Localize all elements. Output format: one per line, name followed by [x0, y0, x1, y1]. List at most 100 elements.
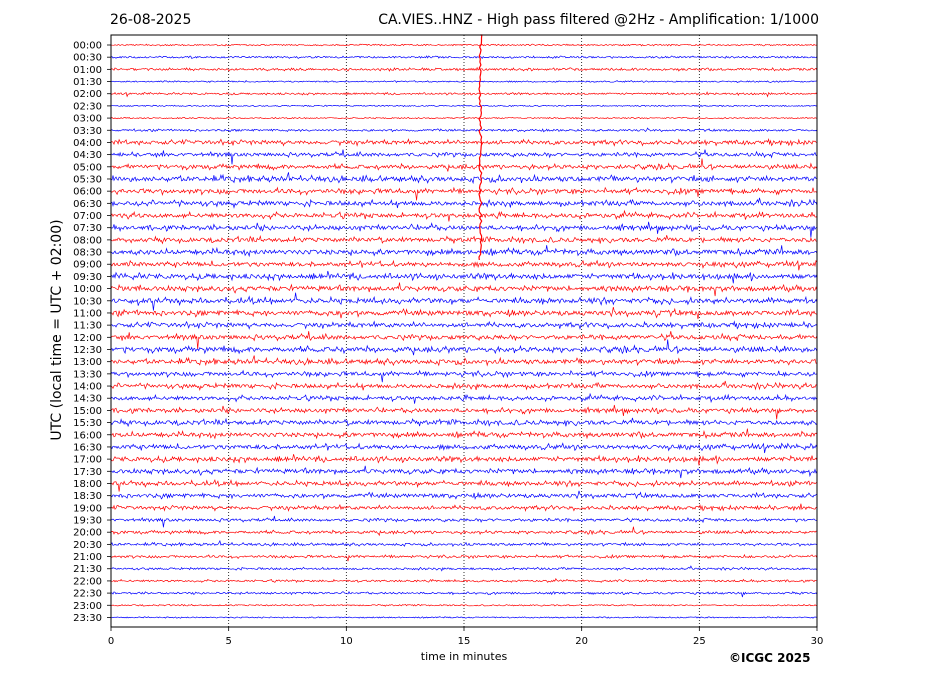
y-tick-label: 18:30 — [73, 491, 102, 502]
y-tick-label: 11:00 — [73, 308, 102, 319]
trace-0230 — [110, 104, 818, 108]
trace-0730 — [110, 221, 818, 238]
trace-2200 — [110, 577, 818, 584]
y-tick-label: 12:30 — [73, 345, 102, 356]
trace-1700 — [110, 454, 818, 466]
y-tick-label: 06:00 — [73, 187, 102, 198]
y-tick-label: 01:00 — [73, 65, 102, 76]
y-tick-label: 23:30 — [73, 613, 102, 624]
trace-0030 — [110, 55, 818, 60]
trace-1130 — [110, 320, 818, 330]
y-tick-label: 03:30 — [73, 126, 102, 137]
y-tick-label: 19:30 — [73, 516, 102, 527]
trace-1830 — [110, 490, 818, 501]
y-tick-label: 11:30 — [73, 321, 102, 332]
x-tick-label: 5 — [225, 636, 231, 647]
y-tick-label: 18:00 — [73, 479, 102, 490]
trace-0430 — [110, 149, 818, 165]
trace-1900 — [110, 503, 818, 512]
y-tick-label: 02:00 — [73, 89, 102, 100]
trace-1100 — [110, 307, 818, 320]
y-tick-label: 14:30 — [73, 394, 102, 405]
y-tick-label: 21:00 — [73, 552, 102, 563]
trace-0900 — [110, 259, 818, 271]
trace-0530 — [110, 172, 818, 185]
x-axis-label: time in minutes — [420, 650, 508, 663]
y-tick-label: 13:00 — [73, 357, 102, 368]
trace-0100 — [110, 66, 818, 72]
trace-1030 — [110, 292, 818, 311]
y-tick-label: 22:30 — [73, 589, 102, 600]
y-tick-label: 10:00 — [73, 284, 102, 295]
trace-1730 — [110, 465, 818, 479]
y-tick-label: 04:30 — [73, 150, 102, 161]
trace-1300 — [110, 355, 818, 367]
trace-0400 — [110, 138, 818, 147]
trace-2030 — [110, 539, 818, 547]
y-tick-label: 09:00 — [73, 260, 102, 271]
y-tick-label: 15:00 — [73, 406, 102, 417]
trace-1230 — [110, 339, 818, 356]
y-tick-label: 13:30 — [73, 369, 102, 380]
trace-1630 — [110, 442, 818, 454]
trace-1330 — [110, 369, 818, 383]
trace-1430 — [110, 392, 818, 404]
y-tick-label: 20:30 — [73, 540, 102, 551]
y-tick-label: 04:00 — [73, 138, 102, 149]
plot-frame — [110, 34, 818, 628]
trace-1600 — [110, 428, 818, 440]
x-tick-label: 20 — [575, 636, 588, 647]
y-tick-label: 00:00 — [73, 41, 102, 52]
trace-0930 — [110, 270, 818, 284]
y-tick-label: 01:30 — [73, 77, 102, 88]
date-label: 26-08-2025 — [110, 12, 192, 28]
y-tick-label: 08:30 — [73, 248, 102, 259]
y-tick-label: 06:30 — [73, 199, 102, 210]
y-tick-label: 03:00 — [73, 114, 102, 125]
y-axis-label: UTC (local time = UTC + 02:00) — [49, 219, 65, 441]
y-tick-label: 20:00 — [73, 528, 102, 539]
y-tick-label: 10:30 — [73, 296, 102, 307]
y-tick-label: 00:30 — [73, 53, 102, 64]
y-tick-label: 19:00 — [73, 503, 102, 514]
y-tick-label: 12:00 — [73, 333, 102, 344]
trace-0000 — [110, 43, 818, 47]
y-tick-label: 09:30 — [73, 272, 102, 283]
trace-0600 — [110, 186, 818, 201]
trace-2300 — [110, 603, 818, 607]
y-tick-label: 16:30 — [73, 442, 102, 453]
y-tick-label: 08:00 — [73, 235, 102, 246]
y-tick-label: 23:00 — [73, 601, 102, 612]
copyright-label: ©ICGC 2025 — [729, 651, 811, 665]
y-tick-label: 21:30 — [73, 564, 102, 575]
trace-2230 — [110, 591, 818, 598]
trace-0830 — [110, 245, 818, 258]
trace-0630 — [110, 197, 818, 209]
trace-1200 — [110, 331, 818, 350]
trace-1000 — [110, 282, 818, 297]
trace-2130 — [111, 565, 818, 572]
x-tick-label: 0 — [108, 636, 114, 647]
y-tick-label: 17:30 — [73, 467, 102, 478]
trace-0200 — [110, 91, 818, 98]
y-tick-label: 02:30 — [73, 101, 102, 112]
y-tick-label: 05:30 — [73, 174, 102, 185]
y-tick-label: 07:30 — [73, 223, 102, 234]
chart-title: CA.VIES..HNZ - High pass filtered @2Hz -… — [378, 12, 819, 28]
y-tick-label: 15:30 — [73, 418, 102, 429]
trace-0130 — [111, 80, 817, 83]
y-tick-label: 17:00 — [73, 455, 102, 466]
y-tick-label: 16:00 — [73, 430, 102, 441]
x-tick-label: 10 — [340, 636, 353, 647]
trace-0500 — [110, 158, 818, 172]
trace-1530 — [110, 417, 818, 428]
trace-1400 — [110, 380, 818, 392]
x-tick-label: 30 — [811, 636, 824, 647]
trace-1500 — [110, 404, 818, 420]
trace-0700 — [110, 209, 818, 222]
trace-2100 — [110, 553, 818, 562]
trace-2330 — [110, 616, 818, 619]
trace-0300 — [110, 116, 817, 120]
trace-1800 — [110, 478, 818, 492]
